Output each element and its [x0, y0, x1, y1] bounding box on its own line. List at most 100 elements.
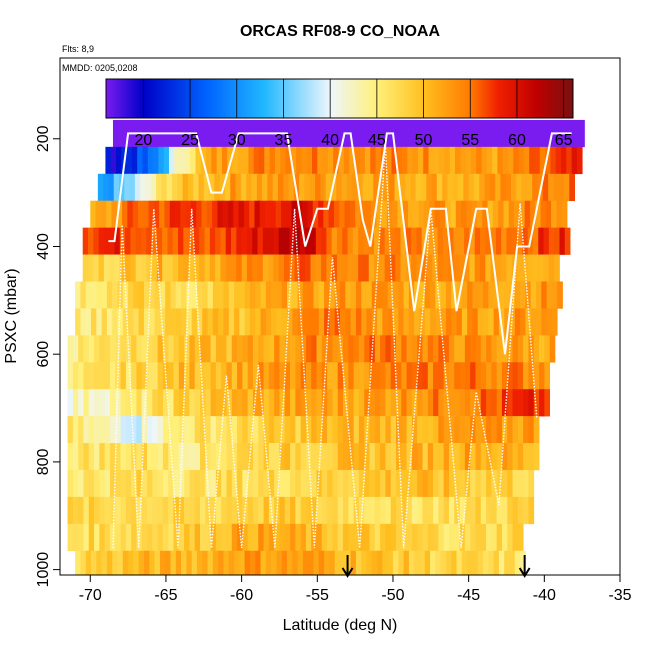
- heatmap-cell: [392, 550, 399, 575]
- heatmap-cell: [491, 416, 498, 444]
- heatmap-cell: [207, 308, 214, 336]
- heatmap-cell: [311, 335, 317, 363]
- heatmap-cell: [184, 443, 190, 471]
- heatmap-cell: [228, 281, 235, 309]
- heatmap-cell: [443, 469, 450, 498]
- heatmap-cell: [366, 550, 373, 575]
- heatmap-cell: [302, 200, 308, 228]
- heatmap-cell: [207, 281, 214, 309]
- heatmap-cell: [269, 146, 276, 175]
- heatmap-cell: [501, 254, 507, 282]
- heatmap-cell: [327, 146, 334, 175]
- heatmap-cell: [198, 173, 205, 202]
- heatmap-cell: [147, 362, 153, 390]
- heatmap-cell: [495, 173, 501, 202]
- heatmap-cell: [534, 146, 541, 175]
- heatmap-cell: [270, 200, 277, 228]
- heatmap-cell: [82, 254, 89, 282]
- heatmap-cell: [457, 119, 463, 148]
- heatmap-cell: [536, 119, 543, 148]
- heatmap-cell: [178, 227, 184, 255]
- heatmap-cell: [295, 523, 302, 552]
- heatmap-cell: [436, 119, 442, 148]
- heatmap-cell: [332, 362, 339, 390]
- heatmap-cell: [178, 443, 185, 471]
- heatmap-cell: [333, 200, 340, 228]
- heatmap-cell: [480, 496, 487, 525]
- heatmap-cell: [67, 443, 74, 471]
- heatmap-cell: [385, 362, 392, 390]
- heatmap-cell: [205, 443, 211, 471]
- heatmap-cell: [502, 146, 509, 175]
- heatmap-cell: [242, 335, 249, 363]
- heatmap-cell: [363, 227, 370, 255]
- heatmap-cell: [390, 523, 397, 552]
- heatmap-cell: [131, 416, 137, 444]
- heatmap-cell: [109, 416, 116, 444]
- heatmap-cell: [438, 362, 445, 390]
- heatmap-cell: [511, 227, 518, 255]
- heatmap-cell: [305, 416, 312, 444]
- colorbar-gradient: [106, 79, 573, 118]
- heatmap-cell: [98, 227, 105, 255]
- heatmap-cell: [517, 523, 524, 552]
- heatmap-cell: [364, 443, 370, 471]
- heatmap-cell: [427, 389, 434, 417]
- heatmap-cell: [355, 550, 362, 575]
- heatmap-cell: [424, 550, 431, 575]
- heatmap-cell: [183, 254, 190, 282]
- heatmap-cell: [78, 362, 84, 390]
- heatmap-cell: [348, 416, 355, 444]
- heatmap-cell: [78, 335, 84, 363]
- heatmap-cell: [251, 173, 258, 202]
- heatmap-cell: [226, 362, 233, 390]
- heatmap-cell: [377, 308, 383, 336]
- heatmap-cell: [237, 523, 243, 552]
- heatmap-cell: [67, 469, 74, 498]
- heatmap-cell: [168, 416, 174, 444]
- heatmap-cell: [512, 496, 519, 525]
- heatmap-cell: [168, 443, 174, 471]
- heatmap-cell: [144, 308, 150, 336]
- heatmap-cell: [284, 389, 291, 417]
- heatmap-cell: [448, 523, 455, 552]
- heatmap-cell: [202, 308, 208, 336]
- heatmap-cell: [470, 335, 476, 363]
- heatmap-cell: [285, 146, 292, 175]
- heatmap-cell: [443, 416, 450, 444]
- heatmap-cell: [138, 550, 145, 575]
- heatmap-cell: [72, 362, 79, 390]
- heatmap-cell: [200, 523, 206, 552]
- heatmap-cell: [279, 389, 286, 417]
- heatmap-cell: [467, 119, 474, 148]
- y-tick-label: 400: [35, 233, 52, 260]
- heatmap-cell: [131, 362, 137, 390]
- heatmap-cell: [403, 281, 410, 309]
- heatmap-cell: [498, 200, 504, 228]
- heatmap-cell: [461, 308, 468, 336]
- heatmap-cell: [104, 469, 111, 498]
- heatmap-cell: [352, 173, 358, 202]
- heatmap-cell: [385, 443, 392, 471]
- heatmap-cell: [286, 200, 292, 228]
- heatmap-cell: [173, 389, 180, 417]
- heatmap-cell: [546, 308, 553, 336]
- heatmap-cell: [263, 389, 270, 417]
- heatmap-cell: [263, 496, 270, 525]
- heatmap-cell: [475, 335, 482, 363]
- heatmap-cell: [305, 389, 312, 417]
- heatmap-cell: [258, 523, 264, 552]
- heatmap-cell: [83, 523, 90, 552]
- heatmap-cell: [242, 496, 249, 525]
- heatmap-cell: [347, 254, 354, 282]
- heatmap-cell: [284, 227, 290, 255]
- heatmap-cell: [498, 550, 505, 575]
- heatmap-cell: [184, 146, 191, 175]
- heatmap-cell: [551, 200, 557, 228]
- heatmap-cell: [332, 523, 339, 552]
- heatmap-cell: [579, 119, 585, 148]
- heatmap-cell: [526, 173, 533, 202]
- heatmap-cell: [508, 146, 514, 175]
- heatmap-cell: [78, 469, 84, 498]
- heatmap-cell: [258, 416, 264, 444]
